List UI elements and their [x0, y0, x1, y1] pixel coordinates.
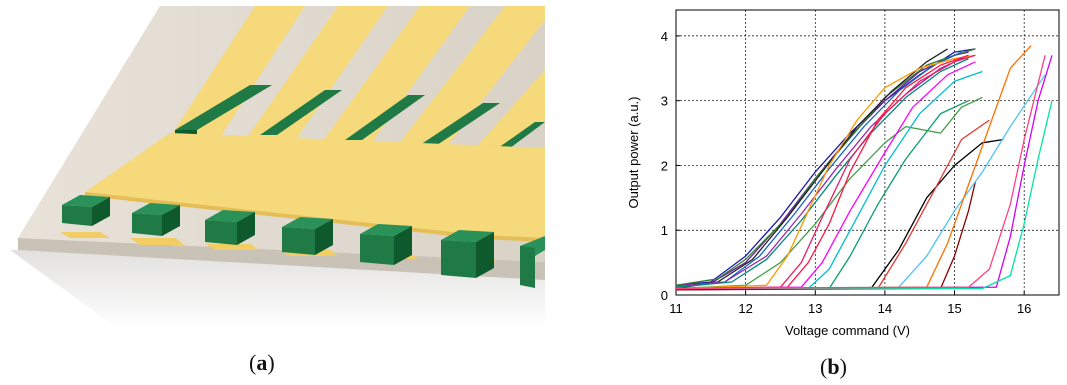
series-line-6	[675, 54, 969, 287]
y-axis-label: Output power (a.u.)	[626, 97, 641, 209]
series-line-22	[675, 55, 1046, 290]
x-tick-label: 11	[669, 301, 683, 316]
green-bars-upper	[175, 85, 545, 148]
y-tick-label: 0	[661, 288, 668, 303]
plot-frame	[675, 9, 1060, 296]
series-line-10	[675, 54, 976, 290]
gold-bus-bar-edge	[85, 192, 545, 242]
gold-bus-bar	[85, 133, 545, 238]
electrode-array-illustration	[10, 6, 545, 330]
series-line-21	[676, 100, 1053, 290]
y-tick-label: 4	[661, 29, 668, 44]
x-tick-label: 13	[808, 301, 822, 316]
x-axis-label: Voltage command (V)	[785, 323, 910, 338]
substrate-side	[18, 238, 545, 280]
gold-stripes	[165, 6, 545, 145]
x-tick-label: 16	[1017, 301, 1031, 316]
x-tick-label: 15	[947, 301, 961, 316]
caption-b-letter: b	[827, 354, 840, 379]
caption-a-letter: a	[256, 350, 268, 375]
series-line-9	[675, 54, 976, 290]
green-bars-lower	[62, 195, 545, 288]
series-line-7	[675, 58, 969, 288]
caption-b: (b)	[820, 354, 847, 379]
y-tick-label: 2	[661, 158, 668, 173]
caption-a: (a)	[249, 350, 275, 375]
series-line-13	[675, 61, 976, 290]
series-line-12	[676, 70, 983, 290]
series-line-11	[675, 54, 969, 290]
series-line-5	[675, 51, 962, 288]
x-tick-label: 12	[738, 301, 752, 316]
y-tick-label: 3	[661, 94, 668, 109]
series-line-8	[675, 96, 983, 290]
y-tick-label: 1	[661, 223, 668, 238]
x-tick-label: 14	[878, 301, 892, 316]
